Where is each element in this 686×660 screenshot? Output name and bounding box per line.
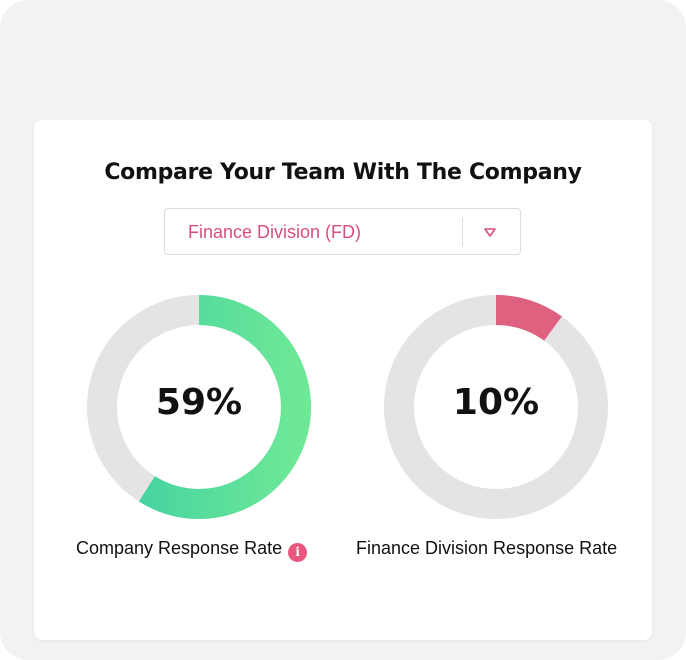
company-response-label: Company Response Rate bbox=[76, 538, 283, 558]
company-percent: 59% bbox=[155, 382, 243, 423]
division-select[interactable]: Finance Division (FD) bbox=[164, 208, 521, 255]
company-response-donut: 59% bbox=[86, 294, 312, 520]
triangle-down-icon[interactable] bbox=[483, 226, 497, 238]
card-title: Compare Your Team With The Company bbox=[104, 160, 582, 185]
company-label-row: Company Response Rate i bbox=[76, 538, 308, 562]
division-response-donut: 10% bbox=[383, 294, 609, 520]
comparison-card bbox=[34, 120, 652, 640]
division-donut-arc bbox=[384, 295, 608, 519]
company-donut-arc bbox=[87, 295, 311, 519]
info-icon[interactable]: i bbox=[288, 543, 308, 562]
division-percent: 10% bbox=[452, 382, 540, 423]
division-response-label: Finance Division Response Rate bbox=[356, 538, 618, 558]
select-divider bbox=[462, 218, 463, 246]
division-select-value: Finance Division (FD) bbox=[188, 222, 362, 242]
